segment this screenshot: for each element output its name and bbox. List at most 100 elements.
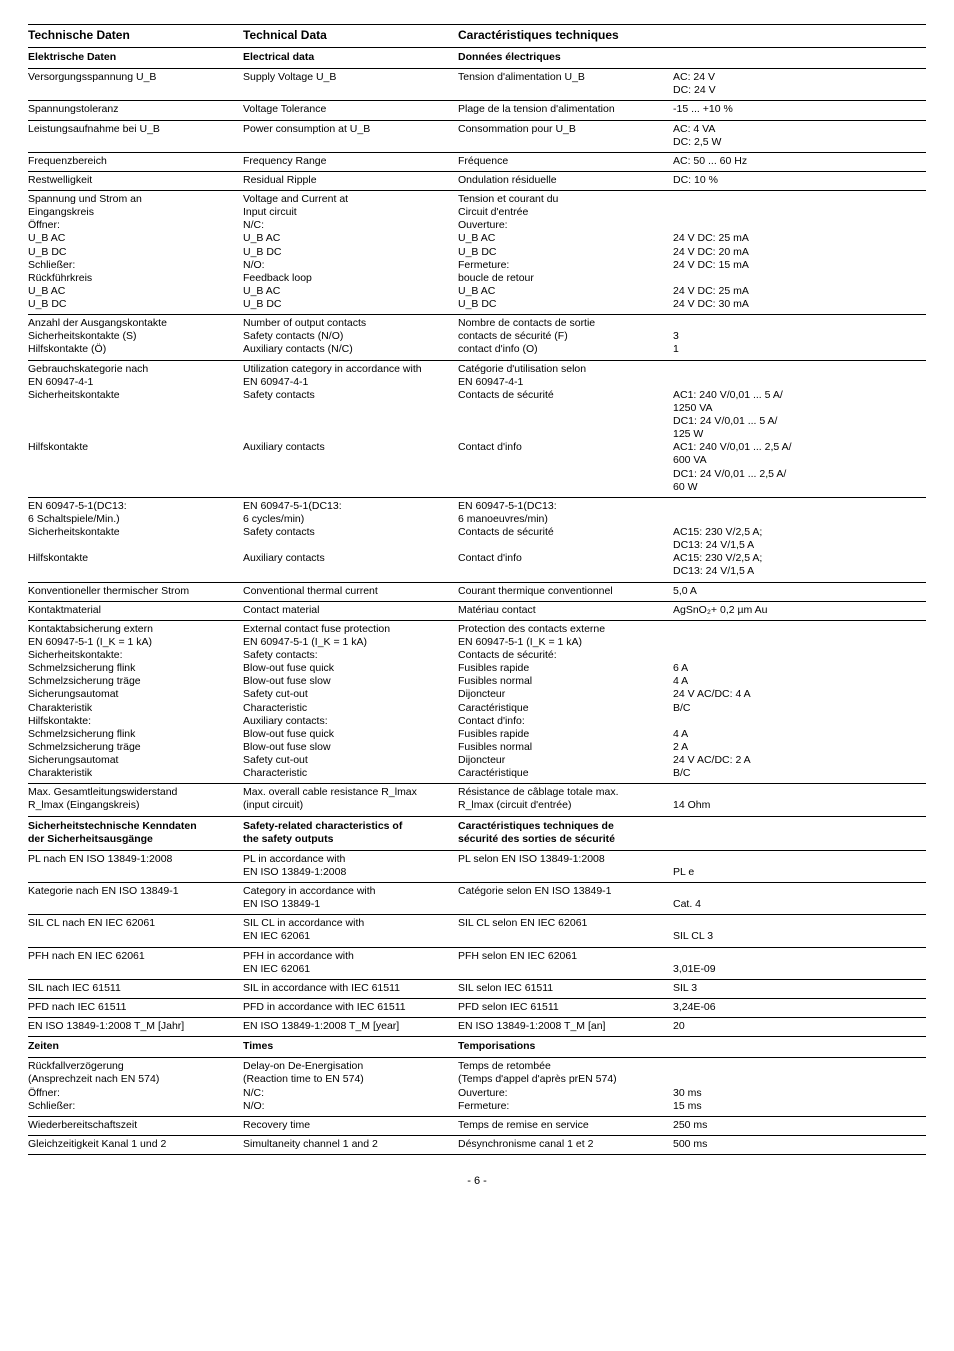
- cell-fr: Nombre de contacts de sortie contacts de…: [458, 317, 673, 356]
- cell-de: EN 60947-5-1(DC13: 6 Schaltspiele/Min.) …: [28, 500, 243, 566]
- cell-de: SIL nach IEC 61511: [28, 982, 243, 995]
- cell-de: Frequenzbereich: [28, 155, 243, 168]
- table-row: Konventioneller thermischer StromConvent…: [28, 583, 926, 602]
- cell-fr: PL selon EN ISO 13849-1:2008: [458, 853, 673, 866]
- section-hdr-de: Zeiten: [28, 1040, 243, 1053]
- cell-val: 3,01E-09: [673, 950, 926, 976]
- section-hdr-fr: Temporisations: [458, 1040, 673, 1053]
- cell-de: Anzahl der Ausgangskontakte Sicherheitsk…: [28, 317, 243, 356]
- cell-val: 3 1: [673, 317, 926, 356]
- cell-en: Supply Voltage U_B: [243, 71, 458, 84]
- cell-de: Gleichzeitigkeit Kanal 1 und 2: [28, 1138, 243, 1151]
- cell-val: 20: [673, 1020, 926, 1033]
- page-number: - 6 -: [28, 1175, 926, 1189]
- cell-de: Konventioneller thermischer Strom: [28, 585, 243, 598]
- cell-val: AgSnO₂+ 0,2 µm Au: [673, 604, 926, 617]
- table-row: Anzahl der Ausgangskontakte Sicherheitsk…: [28, 315, 926, 360]
- cell-val: DC: 10 %: [673, 174, 926, 187]
- table-body: Elektrische DatenElectrical dataDonnées …: [28, 48, 926, 1155]
- cell-de: Kategorie nach EN ISO 13849-1: [28, 885, 243, 898]
- cell-val: 6 A 4 A 24 V AC/DC: 4 A B/C 4 A 2 A 24 V…: [673, 623, 926, 781]
- section-hdr-fr: Données électriques: [458, 51, 673, 64]
- hdr-en: Technical Data: [243, 28, 458, 43]
- cell-val: 3,24E-06: [673, 1001, 926, 1014]
- cell-fr: EN ISO 13849-1:2008 T_M [an]: [458, 1020, 673, 1033]
- cell-en: Simultaneity channel 1 and 2: [243, 1138, 458, 1151]
- cell-en: Frequency Range: [243, 155, 458, 168]
- section-hdr-en: Safety-related characteristics of the sa…: [243, 820, 458, 846]
- cell-fr: SIL selon IEC 61511: [458, 982, 673, 995]
- cell-val: 500 ms: [673, 1138, 926, 1151]
- cell-val: AC: 4 VA DC: 2,5 W: [673, 123, 926, 149]
- cell-de: EN ISO 13849-1:2008 T_M [Jahr]: [28, 1020, 243, 1033]
- cell-en: Max. overall cable resistance R_lmax (in…: [243, 786, 458, 812]
- table-row: PFH nach EN IEC 62061PFH in accordance w…: [28, 948, 926, 980]
- section-header: Sicherheitstechnische Kenndaten der Sich…: [28, 817, 926, 851]
- cell-de: Rückfallverzögerung (Ansprechzeit nach E…: [28, 1060, 243, 1113]
- cell-de: PFH nach EN IEC 62061: [28, 950, 243, 963]
- cell-de: PFD nach IEC 61511: [28, 1001, 243, 1014]
- cell-fr: Consommation pour U_B: [458, 123, 673, 136]
- table-row: Spannung und Strom an Eingangskreis Öffn…: [28, 191, 926, 315]
- table-row: Max. Gesamtleitungswiderstand R_lmax (Ei…: [28, 784, 926, 816]
- cell-val: AC: 24 V DC: 24 V: [673, 71, 926, 97]
- table-row: PL nach EN ISO 13849-1:2008PL in accorda…: [28, 851, 926, 883]
- cell-de: Versorgungsspannung U_B: [28, 71, 243, 84]
- cell-en: Voltage Tolerance: [243, 103, 458, 116]
- table-row: Kategorie nach EN ISO 13849-1Category in…: [28, 883, 926, 915]
- section-header: ZeitenTimesTemporisations: [28, 1037, 926, 1058]
- cell-val: AC1: 240 V/0,01 ... 5 A/ 1250 VA DC1: 24…: [673, 363, 926, 494]
- cell-fr: Tension et courant du Circuit d'entrée O…: [458, 193, 673, 311]
- cell-val: AC: 50 ... 60 Hz: [673, 155, 926, 168]
- cell-fr: Temps de remise en service: [458, 1119, 673, 1132]
- cell-en: Recovery time: [243, 1119, 458, 1132]
- cell-val: Cat. 4: [673, 885, 926, 911]
- cell-fr: PFD selon IEC 61511: [458, 1001, 673, 1014]
- table-row: PFD nach IEC 61511PFD in accordance with…: [28, 999, 926, 1018]
- cell-en: Category in accordance with EN ISO 13849…: [243, 885, 458, 911]
- cell-val: -15 ... +10 %: [673, 103, 926, 116]
- table-row: KontaktmaterialContact materialMatériau …: [28, 602, 926, 621]
- cell-val: SIL 3: [673, 982, 926, 995]
- table-row: EN ISO 13849-1:2008 T_M [Jahr]EN ISO 138…: [28, 1018, 926, 1037]
- cell-en: External contact fuse protection EN 6094…: [243, 623, 458, 781]
- cell-fr: Matériau contact: [458, 604, 673, 617]
- cell-de: Kontaktmaterial: [28, 604, 243, 617]
- cell-en: EN ISO 13849-1:2008 T_M [year]: [243, 1020, 458, 1033]
- table-row: Versorgungsspannung U_BSupply Voltage U_…: [28, 69, 926, 101]
- cell-en: Number of output contacts Safety contact…: [243, 317, 458, 356]
- cell-en: Power consumption at U_B: [243, 123, 458, 136]
- table-row: Gleichzeitigkeit Kanal 1 und 2Simultanei…: [28, 1136, 926, 1155]
- section-header: Elektrische DatenElectrical dataDonnées …: [28, 48, 926, 69]
- section-hdr-en: Times: [243, 1040, 458, 1053]
- table-row: FrequenzbereichFrequency RangeFréquenceA…: [28, 153, 926, 172]
- table-row: SpannungstoleranzVoltage TolerancePlage …: [28, 101, 926, 120]
- cell-de: SIL CL nach EN IEC 62061: [28, 917, 243, 930]
- table-row: WiederbereitschaftszeitRecovery timeTemp…: [28, 1117, 926, 1136]
- cell-fr: Courant thermique conventionnel: [458, 585, 673, 598]
- cell-en: Conventional thermal current: [243, 585, 458, 598]
- section-hdr-de: Elektrische Daten: [28, 51, 243, 64]
- hdr-spacer: [673, 28, 926, 43]
- cell-val: 5,0 A: [673, 585, 926, 598]
- cell-de: Leistungsaufnahme bei U_B: [28, 123, 243, 136]
- cell-val: 30 ms 15 ms: [673, 1060, 926, 1113]
- cell-fr: Ondulation résiduelle: [458, 174, 673, 187]
- cell-en: Contact material: [243, 604, 458, 617]
- cell-fr: Plage de la tension d'alimentation: [458, 103, 673, 116]
- cell-de: PL nach EN ISO 13849-1:2008: [28, 853, 243, 866]
- cell-en: Residual Ripple: [243, 174, 458, 187]
- cell-en: PFH in accordance with EN IEC 62061: [243, 950, 458, 976]
- section-hdr-fr: Caractéristiques techniques de sécurité …: [458, 820, 673, 846]
- cell-val: 24 V DC: 25 mA 24 V DC: 20 mA 24 V DC: 1…: [673, 193, 926, 311]
- cell-de: Max. Gesamtleitungswiderstand R_lmax (Ei…: [28, 786, 243, 812]
- cell-fr: PFH selon EN IEC 62061: [458, 950, 673, 963]
- table-row: SIL nach IEC 61511SIL in accordance with…: [28, 980, 926, 999]
- page-header: Technische Daten Technical Data Caractér…: [28, 24, 926, 48]
- cell-fr: EN 60947-5-1(DC13: 6 manoeuvres/min) Con…: [458, 500, 673, 566]
- cell-val: 250 ms: [673, 1119, 926, 1132]
- cell-en: PL in accordance with EN ISO 13849-1:200…: [243, 853, 458, 879]
- section-hdr-de: Sicherheitstechnische Kenndaten der Sich…: [28, 820, 243, 846]
- table-row: Kontaktabsicherung extern EN 60947-5-1 (…: [28, 621, 926, 785]
- cell-de: Wiederbereitschaftszeit: [28, 1119, 243, 1132]
